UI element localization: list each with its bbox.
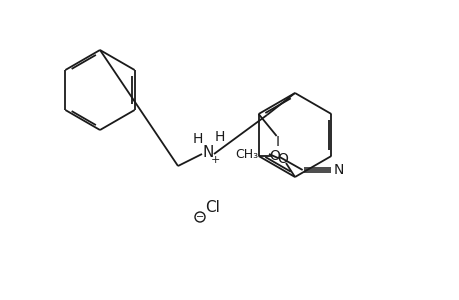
Text: N: N bbox=[333, 163, 343, 177]
Text: N: N bbox=[202, 145, 213, 160]
Text: I: I bbox=[275, 135, 279, 149]
Text: CH₃: CH₃ bbox=[235, 148, 257, 160]
Text: Cl: Cl bbox=[205, 200, 219, 215]
Text: O: O bbox=[269, 149, 280, 163]
Text: H: H bbox=[214, 130, 225, 144]
Text: +: + bbox=[210, 155, 219, 165]
Text: −: − bbox=[196, 212, 204, 222]
Text: H: H bbox=[192, 132, 203, 146]
Text: O: O bbox=[277, 152, 288, 166]
